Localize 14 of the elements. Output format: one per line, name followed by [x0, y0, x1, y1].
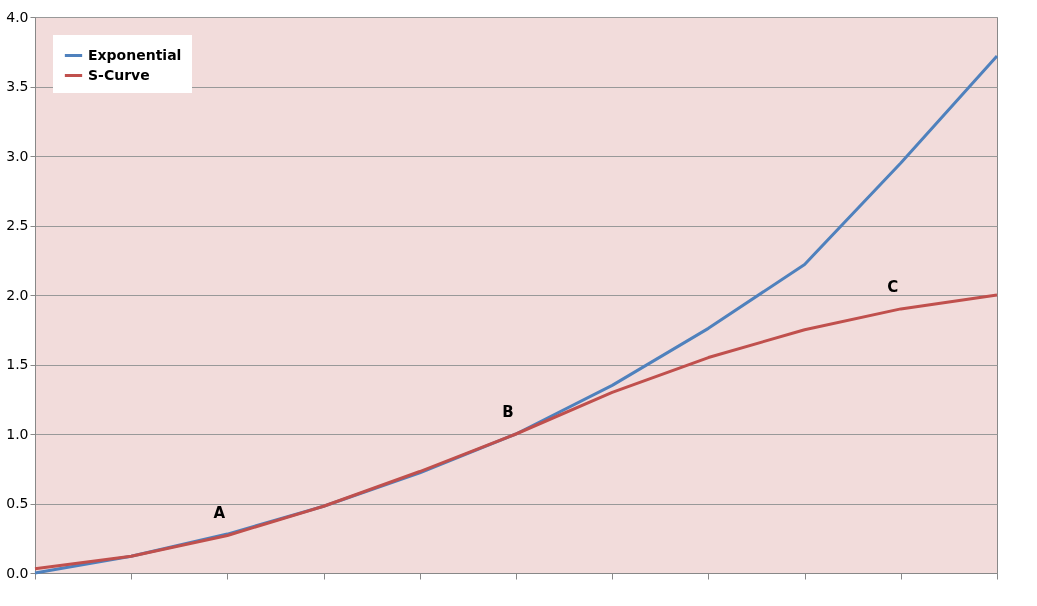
y-tick-label: 2.0: [6, 286, 29, 303]
y-tick-label: 0.0: [6, 564, 29, 581]
annotation: B: [502, 403, 514, 421]
annotation: C: [887, 277, 899, 296]
annotation: A: [213, 504, 226, 523]
legend-label: Exponential: [88, 46, 182, 63]
y-tick-label: 4.0: [6, 8, 29, 25]
legend-label: S-Curve: [88, 66, 150, 83]
y-tick-label: 1.0: [6, 425, 29, 442]
y-tick-label: 3.0: [6, 147, 29, 164]
y-tick-label: 2.5: [6, 217, 29, 233]
y-tick-label: 3.5: [6, 78, 29, 94]
y-tick-label: 1.5: [6, 356, 29, 372]
y-tick-label: 0.5: [6, 495, 29, 511]
